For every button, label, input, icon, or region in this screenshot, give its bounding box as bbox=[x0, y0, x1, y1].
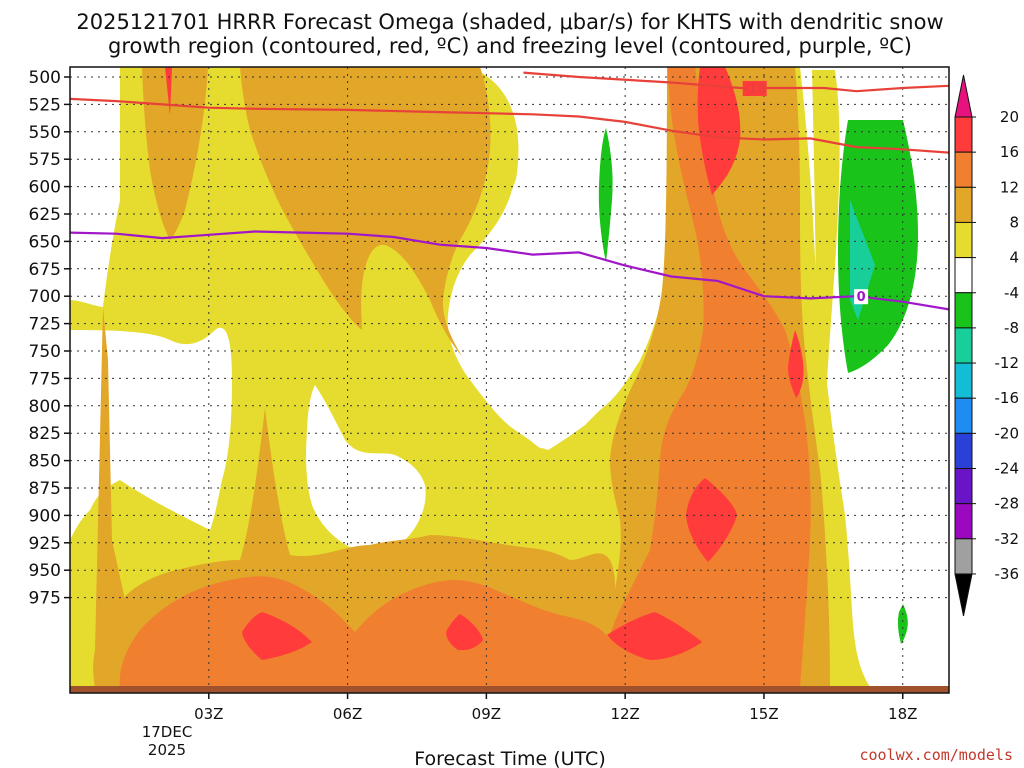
red-low-right bbox=[607, 612, 702, 660]
gold-upper-left bbox=[142, 67, 208, 240]
colorbar-label--28: -28 bbox=[995, 495, 1020, 513]
contour-label-freezing: 0 bbox=[857, 290, 866, 305]
y-axis: 500 525 550 575 600 625 650 675 700 725 750 775 800 8… bbox=[29, 68, 70, 609]
x-tick-label-03Z: 03Z bbox=[194, 705, 223, 723]
colorbar-label-12: 12 bbox=[1000, 178, 1019, 196]
red-upper-right bbox=[697, 67, 741, 195]
colorbar-label-16: 16 bbox=[1000, 143, 1019, 161]
x-tick-label-06Z: 06Z bbox=[333, 705, 362, 723]
colorbar-label-4: 4 bbox=[1009, 249, 1019, 267]
gold-upper-center bbox=[240, 67, 491, 356]
x-tick-label-09Z: 09Z bbox=[472, 705, 501, 723]
colorbar-label--16: -16 bbox=[995, 389, 1020, 407]
colorbar-label--24: -24 bbox=[995, 460, 1020, 478]
x-axis-title: Forecast Time (UTC) bbox=[414, 748, 605, 768]
white-hole-center bbox=[306, 385, 426, 552]
colorbar-segment-12-to-8 bbox=[954, 186, 973, 223]
y-tick-label-775: 775 bbox=[29, 369, 61, 389]
omega-band-16-20 bbox=[165, 67, 804, 660]
date-label-year: 2025 bbox=[148, 741, 186, 759]
y-tick-label-625: 625 bbox=[29, 205, 61, 225]
contour-label-bg-dgz bbox=[742, 80, 767, 96]
y-tick-label-700: 700 bbox=[29, 287, 61, 307]
y-tick-label-525: 525 bbox=[29, 95, 61, 115]
contour-lines: -18 0 bbox=[70, 71, 949, 311]
colorbar-segment--4-to--8 bbox=[954, 292, 973, 329]
x-tick-label-12Z: 12Z bbox=[610, 705, 639, 723]
y-tick-label-900: 900 bbox=[29, 506, 61, 526]
y-tick-label-750: 750 bbox=[29, 342, 61, 362]
colorbar-segment--8-to--12 bbox=[954, 327, 973, 364]
y-tick-label-950: 950 bbox=[29, 561, 61, 581]
green-low-sliver bbox=[897, 604, 908, 644]
colorbar-segment-20-to-16 bbox=[954, 116, 973, 153]
x-axis: 03Z 06Z 09Z 12Z 15Z 18Z bbox=[194, 693, 917, 723]
contour-dgz-upper bbox=[523, 71, 949, 93]
colorbar-segment--12-to--16 bbox=[954, 362, 973, 399]
colorbar-bottom-arrow bbox=[954, 573, 973, 617]
omega-band-negative bbox=[598, 120, 918, 644]
gold-ridge-left bbox=[95, 307, 125, 650]
colorbar-segment--24-to--28 bbox=[954, 468, 973, 505]
red-lower-right bbox=[686, 478, 737, 562]
y-tick-label-650: 650 bbox=[29, 232, 61, 252]
colorbar-segment--20-to--24 bbox=[954, 432, 973, 470]
colorbar-segment-8-to-4 bbox=[954, 221, 973, 259]
y-tick-label-850: 850 bbox=[29, 452, 61, 472]
y-tick-label-800: 800 bbox=[29, 397, 61, 417]
surface-band bbox=[70, 686, 949, 693]
red-mid-right bbox=[788, 330, 804, 398]
y-tick-label-925: 925 bbox=[29, 534, 61, 554]
colorbar: 20 16 12 8 4 -4 -8 -12 -16 -20 -24 -28 -32 -36 bbox=[954, 74, 1020, 617]
colorbar-segment--16-to--20 bbox=[954, 397, 973, 434]
chart-title-line1: 2025121701 HRRR Forecast Omega (shaded, … bbox=[76, 10, 943, 34]
red-top-left-sliver bbox=[165, 67, 172, 115]
y-tick-label-875: 875 bbox=[29, 479, 61, 499]
green-mid-sliver bbox=[598, 128, 613, 262]
y-tick-label-975: 975 bbox=[29, 589, 61, 609]
contour-dgz-lower bbox=[70, 97, 949, 154]
x-tick-label-15Z: 15Z bbox=[749, 705, 778, 723]
chart-title-line2: growth region (contoured, red, ºC) and f… bbox=[108, 34, 912, 58]
contour-label-dgz: -18 bbox=[743, 82, 767, 97]
orange-right-column bbox=[600, 67, 811, 688]
colorbar-segment--28-to--32 bbox=[954, 503, 973, 540]
omega-band-neutral bbox=[70, 67, 665, 552]
red-low-center bbox=[446, 614, 483, 651]
x-tick-label-18Z: 18Z bbox=[888, 705, 917, 723]
white-hole-left-upper bbox=[70, 67, 120, 307]
white-hole-left-lower bbox=[70, 327, 232, 540]
contour-freezing-level bbox=[70, 230, 949, 311]
contour-label-bg-freezing bbox=[854, 289, 869, 305]
y-tick-label-675: 675 bbox=[29, 260, 61, 280]
colorbar-top-arrow bbox=[954, 74, 973, 118]
orange-lower-band bbox=[119, 576, 615, 688]
y-tick-label-825: 825 bbox=[29, 424, 61, 444]
colorbar-label-20: 20 bbox=[1000, 108, 1019, 126]
omega-band-12-16 bbox=[119, 67, 811, 688]
y-tick-label-600: 600 bbox=[29, 178, 61, 198]
y-tick-label-575: 575 bbox=[29, 150, 61, 170]
red-low-left bbox=[242, 612, 312, 660]
white-hole-right bbox=[455, 67, 665, 449]
y-tick-label-500: 500 bbox=[29, 68, 61, 88]
colorbar-label--4: -4 bbox=[1004, 284, 1019, 302]
credit-text: coolwx.com/models bbox=[859, 746, 1013, 764]
y-tick-label-550: 550 bbox=[29, 123, 61, 143]
omega-yellow-right-strip bbox=[812, 70, 860, 690]
colorbar-label-8: 8 bbox=[1009, 213, 1019, 231]
colorbar-label--32: -32 bbox=[995, 530, 1020, 548]
colorbar-label--12: -12 bbox=[995, 354, 1020, 372]
date-label-day: 17DEC bbox=[142, 723, 193, 741]
colorbar-label--8: -8 bbox=[1004, 319, 1019, 337]
colorbar-segment--32-to--36 bbox=[954, 538, 973, 575]
colorbar-label--20: -20 bbox=[995, 424, 1020, 442]
plot-frame bbox=[69, 66, 950, 694]
colorbar-segment-4-to--4 bbox=[954, 257, 973, 294]
colorbar-segment-16-to-12 bbox=[954, 151, 973, 188]
plot-area: -18 0 bbox=[70, 67, 949, 693]
colorbar-label--36: -36 bbox=[995, 565, 1020, 583]
y-tick-label-725: 725 bbox=[29, 315, 61, 335]
